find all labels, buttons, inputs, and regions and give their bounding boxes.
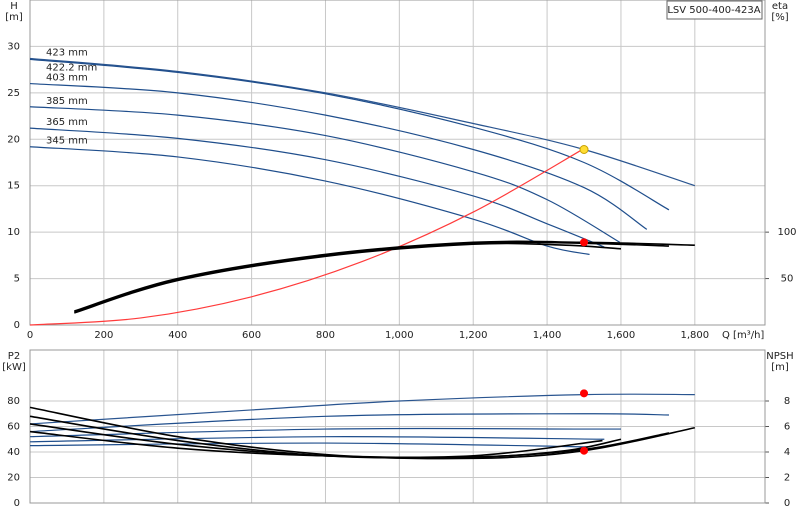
x-tick-label: 1,000: [385, 330, 414, 341]
line-curve: [29, 442, 590, 448]
curve-label: 422.2 mm: [46, 62, 97, 73]
y-axis-label: [kW]: [2, 362, 26, 373]
plot-area: [30, 0, 765, 325]
title-box: [666, 0, 763, 20]
y-tick-label: 40: [7, 447, 20, 458]
y-tick-label: 80: [7, 396, 20, 407]
y2-tick-label: 100: [777, 227, 796, 238]
y2-axis-label: eta: [772, 1, 788, 12]
x-tick-label: 400: [168, 330, 187, 341]
y2-tick-label: 6: [784, 422, 790, 433]
x-axis-label: Q [m³/h]: [722, 330, 764, 341]
y2-axis-label: [m]: [771, 362, 789, 373]
y-tick-label: 15: [7, 181, 20, 192]
y-tick-label: 30: [7, 41, 20, 52]
x-tick-label: 0: [27, 330, 33, 341]
line-curve: [29, 82, 648, 230]
y-tick-label: 20: [7, 134, 20, 145]
x-tick-label: 200: [94, 330, 113, 341]
y-tick-label: 60: [7, 422, 20, 433]
y-tick-label: 0: [14, 498, 20, 509]
line-curve: [29, 127, 605, 248]
chart-title: LSV 500-400-423A: [667, 5, 760, 16]
y2-tick-label: 50: [781, 274, 794, 285]
y-tick-label: 25: [7, 88, 20, 99]
line-curve: [29, 148, 585, 326]
x-tick-label: 1,200: [459, 330, 488, 341]
x-tick-label: 1,800: [681, 330, 710, 341]
x-tick-label: 800: [316, 330, 335, 341]
curve-label: 365 mm: [46, 117, 88, 128]
line-curve: [74, 240, 695, 312]
x-tick-label: 600: [242, 330, 261, 341]
operating-point: [579, 145, 589, 154]
plot-frame: [29, 0, 766, 326]
curve-label: 385 mm: [46, 96, 88, 107]
y2-tick-label: 8: [784, 396, 790, 407]
y-tick-label: 20: [7, 473, 20, 484]
y-tick-label: 10: [7, 227, 20, 238]
operating-point: [580, 446, 589, 455]
line-curve: [74, 242, 622, 314]
y2-tick-label: 2: [784, 473, 790, 484]
y2-tick-label: 0: [784, 498, 790, 509]
y-tick-label: 0: [14, 320, 20, 331]
line-curve: [29, 413, 669, 433]
curve-label: 403 mm: [46, 73, 88, 84]
x-tick-label: 1,600: [607, 330, 636, 341]
curve-label: 423 mm: [46, 48, 88, 59]
operating-point: [580, 238, 589, 247]
line-curve: [29, 393, 695, 425]
y2-axis-label: NPSH: [766, 351, 793, 362]
line-curve: [29, 106, 621, 243]
y-axis-label: P2: [8, 351, 20, 362]
y2-tick-label: 4: [784, 447, 790, 458]
y-axis-label: H: [10, 1, 18, 12]
line-curve: [29, 58, 670, 211]
operating-point: [580, 389, 589, 398]
y-axis-label: [m]: [5, 12, 23, 23]
line-curve: [29, 430, 603, 459]
plot-frame: [29, 349, 766, 504]
y2-axis-label: [%]: [771, 12, 788, 23]
y-tick-label: 5: [14, 274, 20, 285]
line-curve: [29, 146, 590, 256]
curve-label: 345 mm: [46, 136, 88, 147]
x-tick-label: 1,400: [533, 330, 562, 341]
